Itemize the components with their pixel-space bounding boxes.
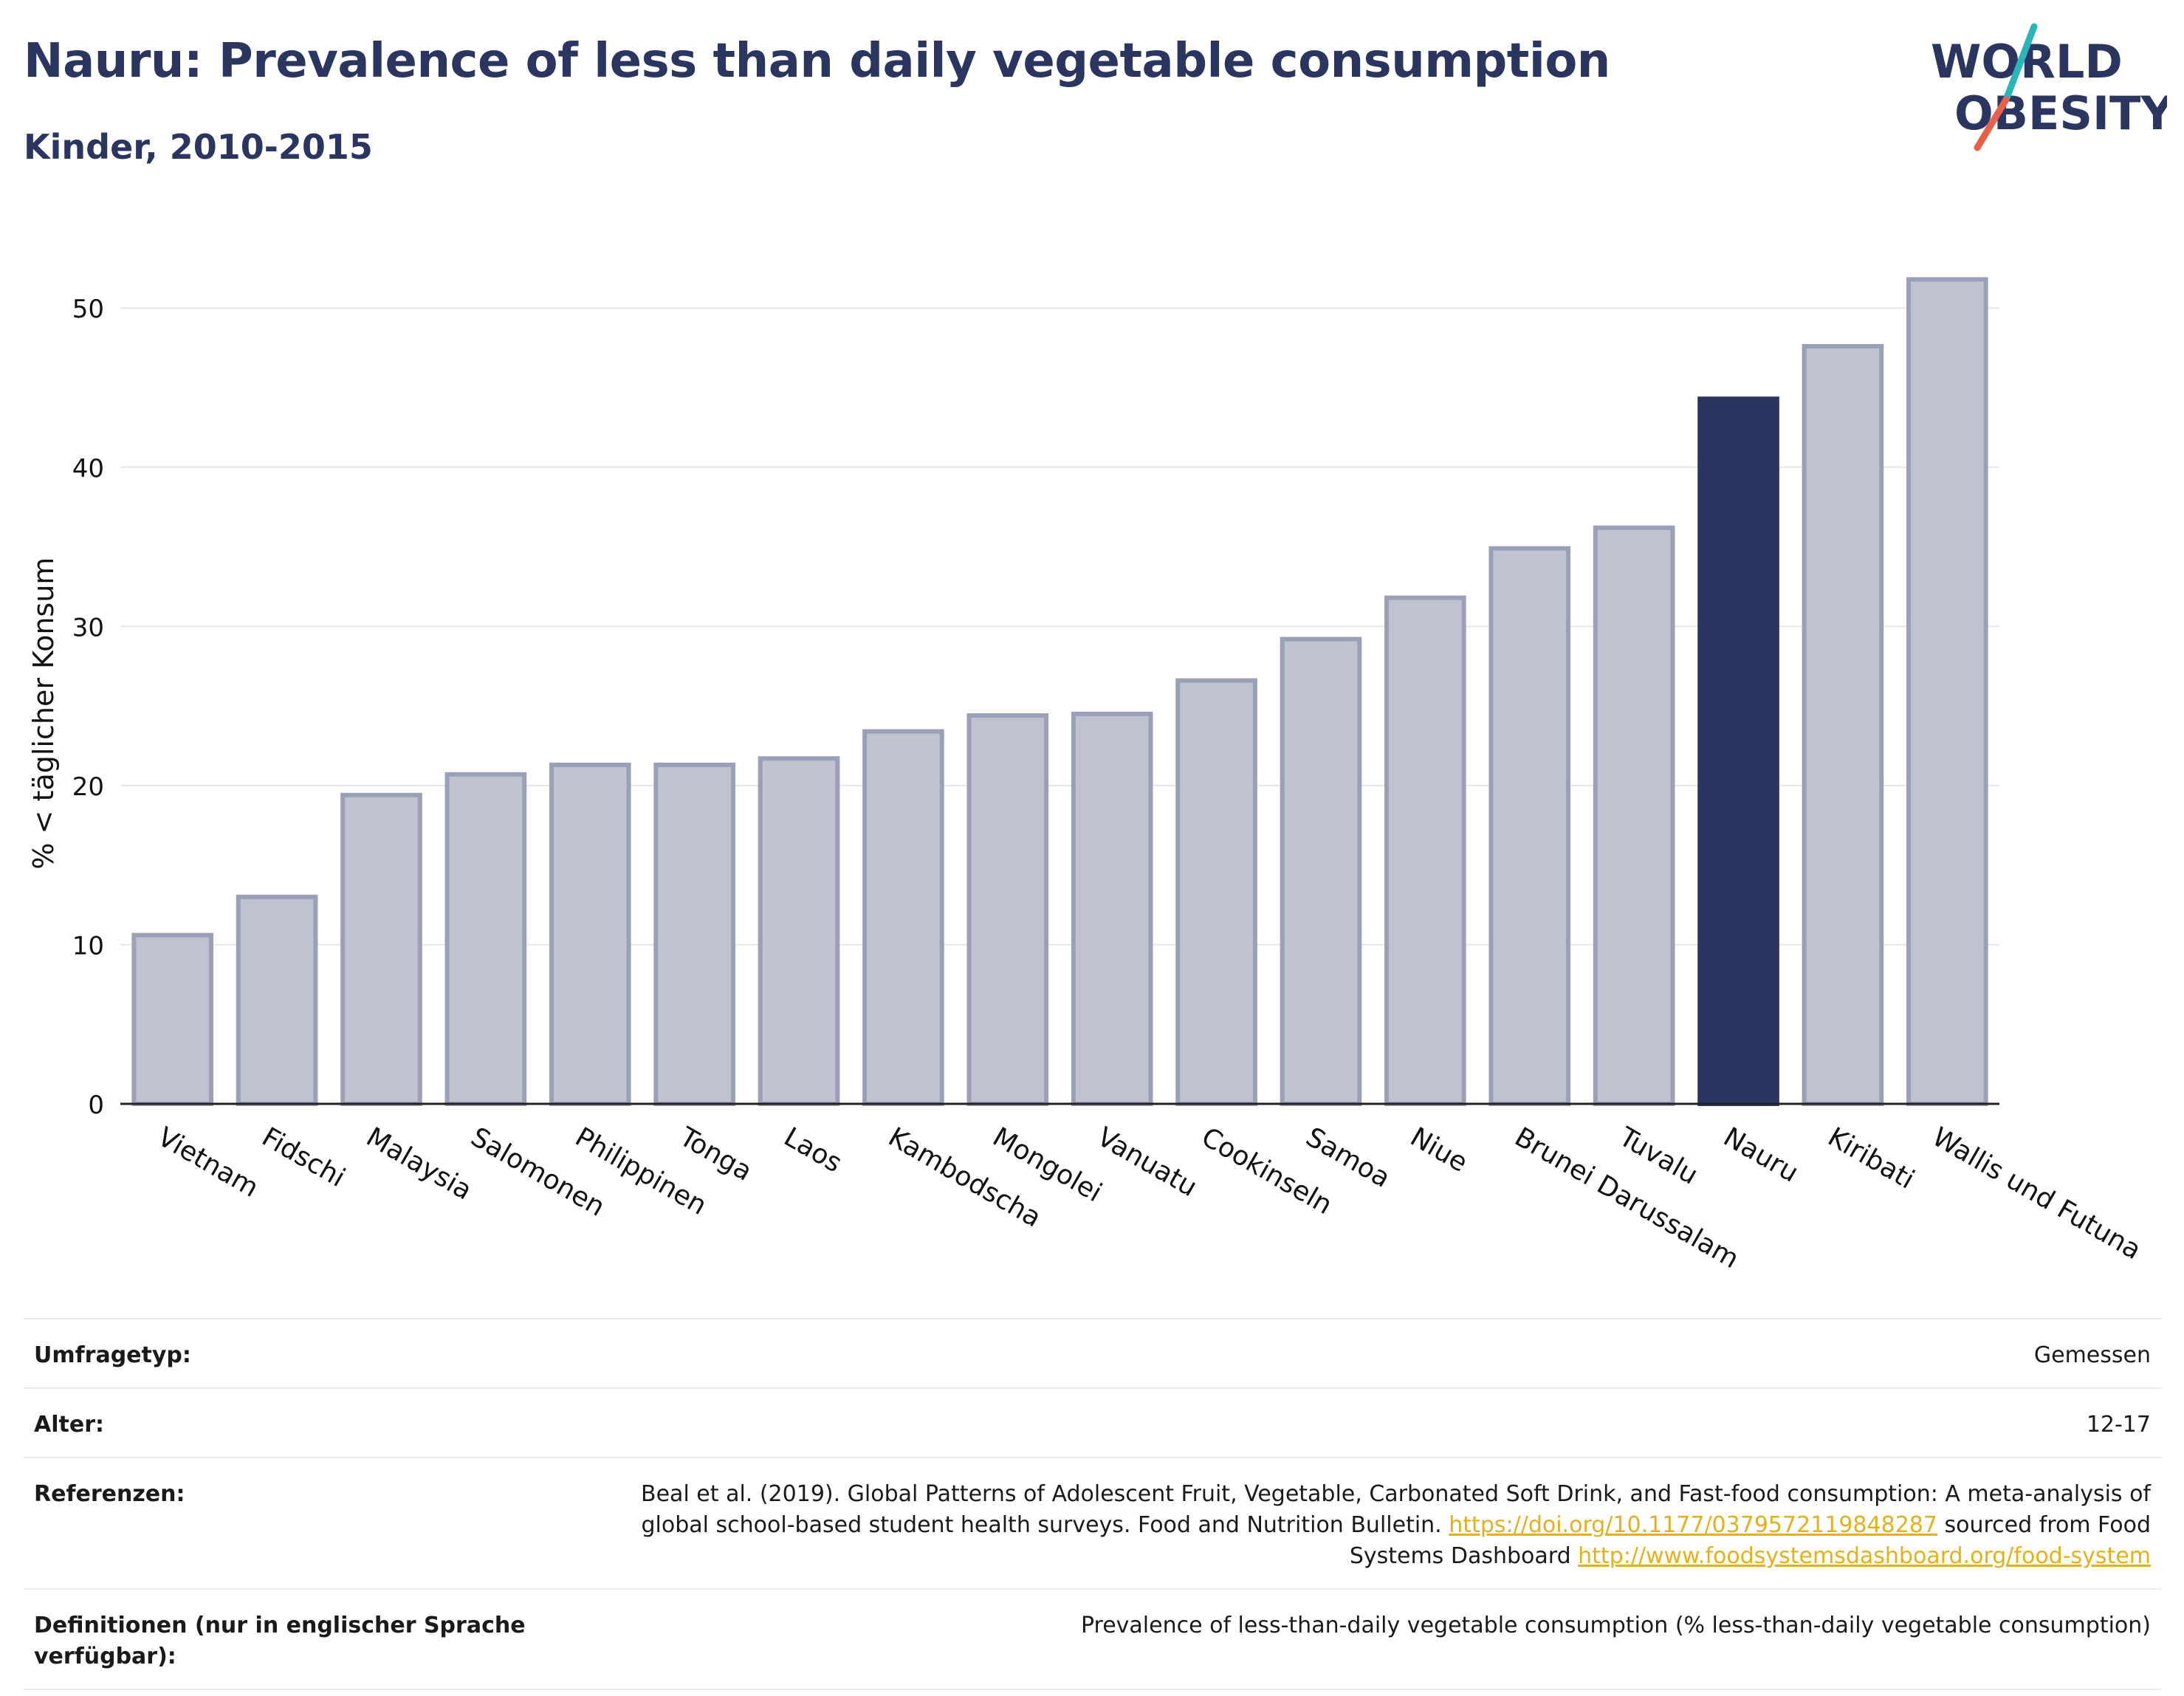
x-tick-label-fidschi: Fidschi xyxy=(257,1122,350,1193)
chart-subtitle: Kinder, 2010-2015 xyxy=(24,127,373,167)
logo-slash-bottom xyxy=(1974,96,2010,151)
x-tick-label-vietnam: Vietnam xyxy=(152,1122,263,1204)
x-tick-label-tonga: Tonga xyxy=(673,1122,757,1187)
y-tick-label-50: 50 xyxy=(72,295,104,324)
metadata-table: Umfragetyp: Gemessen Alter: 12-17 Refere… xyxy=(24,1318,2161,1690)
bar-fidschi xyxy=(236,894,318,1107)
food-systems-dashboard-link[interactable]: http://www.foodsystemsdashboard.org/food… xyxy=(1578,1543,2151,1569)
x-tick-label-vanuatu: Vanuatu xyxy=(1092,1122,1202,1203)
x-tick-label-malaysia: Malaysia xyxy=(361,1122,477,1206)
bar-laos xyxy=(758,756,840,1106)
x-tick-label-wallis-und-futuna: Wallis und Futuna xyxy=(1927,1122,2146,1266)
bar-vietnam xyxy=(131,933,214,1106)
meta-row-references: Referenzen: Beal et al. (2019). Global P… xyxy=(24,1457,2161,1588)
meta-label-definitions: Definitionen (nur in englischer Sprache … xyxy=(34,1613,526,1669)
meta-value-survey-type: Gemessen xyxy=(2033,1342,2151,1368)
meta-value-age: 12-17 xyxy=(2086,1412,2151,1438)
world-obesity-logo: WORLD OBESITY xyxy=(1931,23,2167,151)
meta-label-age: Alter: xyxy=(34,1412,104,1438)
meta-row-age: Alter: 12-17 xyxy=(24,1387,2161,1457)
y-tick-label-20: 20 xyxy=(72,772,104,802)
bar-philippinen xyxy=(549,762,631,1107)
chart-title: Nauru: Prevalence of less than daily veg… xyxy=(24,34,1610,89)
meta-label-survey-type: Umfragetyp: xyxy=(34,1342,191,1368)
y-tick-label-10: 10 xyxy=(72,931,104,961)
bar-kiribati xyxy=(1802,343,1884,1106)
bar-niue xyxy=(1384,595,1466,1106)
y-tick-labels: 0 10 20 30 40 50 xyxy=(72,295,104,1120)
meta-value-definitions: Prevalence of less-than-daily vegetable … xyxy=(1080,1613,2151,1638)
meta-row-survey-type: Umfragetyp: Gemessen xyxy=(24,1318,2161,1387)
meta-label-references: Referenzen: xyxy=(34,1481,185,1507)
x-tick-label-niue: Niue xyxy=(1405,1122,1472,1178)
bar-cookinseln xyxy=(1175,678,1257,1106)
y-tick-label-40: 40 xyxy=(72,454,104,484)
bar-samoa xyxy=(1280,636,1362,1106)
bar-kambodscha xyxy=(862,729,944,1106)
bar-malaysia xyxy=(340,792,422,1107)
bar-tonga xyxy=(653,762,735,1107)
bar-wallis-und-futuna xyxy=(1906,277,1988,1106)
doi-link[interactable]: https://doi.org/10.1177/0379572119848287 xyxy=(1449,1512,1937,1538)
bar-mongolei xyxy=(966,713,1049,1106)
logo-slash-top xyxy=(2002,23,2038,103)
gridlines xyxy=(120,307,1999,946)
bar-tuvalu xyxy=(1593,525,1675,1106)
meta-value-references: Beal et al. (2019). Global Patterns of A… xyxy=(600,1479,2151,1572)
bars xyxy=(131,277,1988,1107)
bar-brunei-darussalam xyxy=(1488,546,1571,1106)
x-tick-label-kiribati: Kiribati xyxy=(1823,1122,1920,1195)
bar-salomonen xyxy=(444,772,527,1107)
reference-source-text: sourced from Food Systems Dashboard xyxy=(1349,1512,2151,1569)
bar-vanuatu xyxy=(1071,711,1153,1106)
y-tick-label-0: 0 xyxy=(88,1091,104,1120)
reference-text: Beal et al. (2019). Global Patterns of A… xyxy=(641,1481,2151,1538)
y-axis-label: % < täglicher Konsum xyxy=(27,557,60,870)
bar-nauru xyxy=(1697,396,1779,1106)
x-tick-label-laos: Laos xyxy=(779,1122,847,1178)
meta-row-definitions: Definitionen (nur in englischer Sprache … xyxy=(24,1588,2161,1690)
x-tick-label-nauru: Nauru xyxy=(1718,1122,1803,1188)
y-tick-label-30: 30 xyxy=(72,613,104,642)
